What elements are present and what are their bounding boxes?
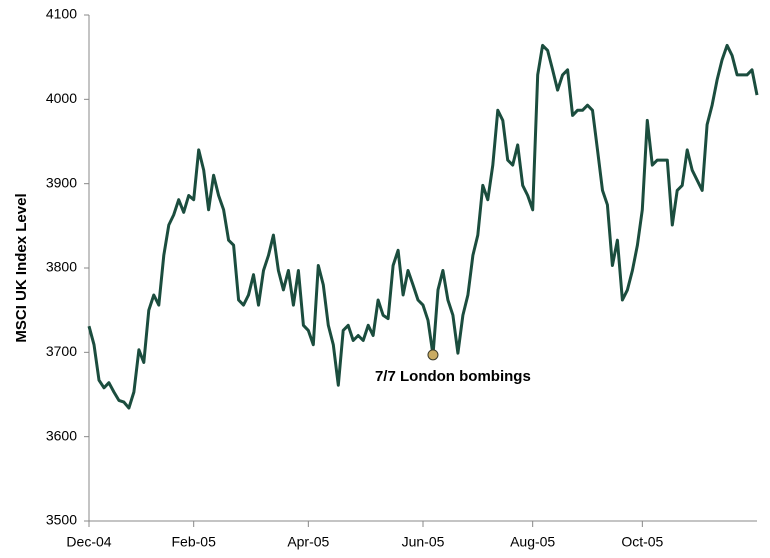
y-tick-label: 3800 xyxy=(46,259,77,275)
x-tick-label: Oct-05 xyxy=(621,534,663,550)
annotation-text: 7/7 London bombings xyxy=(375,368,531,385)
x-tick-label: Feb-05 xyxy=(172,534,217,550)
x-tick-label: Apr-05 xyxy=(287,534,329,550)
x-tick-label: Jun-05 xyxy=(402,534,445,550)
y-axis-title: MSCI UK Index Level xyxy=(13,193,30,342)
y-tick-label: 3900 xyxy=(46,174,77,190)
y-tick-label: 4100 xyxy=(46,6,77,22)
y-tick-label: 3700 xyxy=(46,343,77,359)
line-series xyxy=(87,43,759,410)
annotation-marker xyxy=(427,349,439,361)
x-tick-label: Aug-05 xyxy=(510,534,555,550)
y-tick-label: 3500 xyxy=(46,512,77,528)
x-tick-label: Dec-04 xyxy=(66,534,111,550)
y-tick-label: 3600 xyxy=(46,427,77,443)
y-tick-label: 4000 xyxy=(46,90,77,106)
